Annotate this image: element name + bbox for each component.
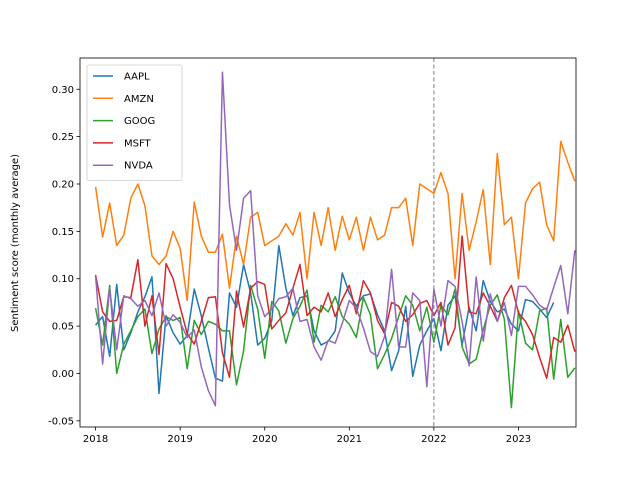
plot-area (94, 58, 576, 427)
legend-box (86, 64, 183, 181)
x-tick-label: 2020 (252, 434, 277, 445)
y-axis-label: Sentiment score (monthly average) (10, 154, 21, 332)
axes: 2018 2019 2020 2021 2022 2023 -0.05 0.00 0.05 0.1… (48, 57, 577, 445)
x-tick-label: 2021 (337, 434, 362, 445)
legend-label-aapl: AAPL (124, 72, 150, 83)
y-tick-label: 0.20 (52, 180, 74, 191)
x-tick-label: 2022 (421, 434, 446, 445)
legend-label-nvda: NVDA (124, 161, 153, 172)
legend-label-amzn: AMZN (124, 94, 154, 105)
series-line-msft (94, 235, 576, 379)
y-tick-label: 0.30 (52, 85, 74, 96)
x-tick-label: 2018 (83, 434, 108, 445)
series-line-aapl (95, 244, 555, 395)
y-tick-label: 0.10 (52, 274, 74, 285)
legend: AAPL AMZN GOOG MSFT NVDA (86, 64, 183, 181)
plot-frame (79, 57, 577, 428)
y-tick-label: 0.15 (52, 227, 74, 238)
y-tick-label: -0.05 (48, 416, 74, 427)
series-line-amzn (94, 140, 576, 302)
y-tick-label: 0.00 (52, 369, 74, 380)
x-tick-label: 2023 (506, 434, 531, 445)
y-tick-label: 0.25 (52, 132, 74, 143)
series-line-goog (94, 284, 576, 409)
legend-label-msft: MSFT (124, 138, 152, 149)
series-line-nvda (94, 71, 576, 407)
y-tick-label: 0.05 (52, 322, 74, 333)
x-tick-label: 2019 (167, 434, 192, 445)
legend-label-goog: GOOG (124, 116, 155, 127)
